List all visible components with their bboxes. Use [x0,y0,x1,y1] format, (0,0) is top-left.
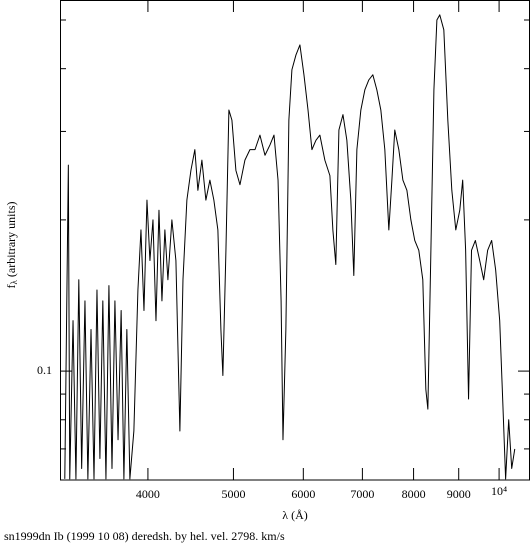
y-label-sub: λ [9,280,19,285]
caption: sn1999dn Ib (1999 10 08) deredsh. by hel… [4,529,285,543]
x-tick-label: 8000 [402,487,426,501]
x-tick-label: 5000 [221,487,245,501]
x-tick-label: 4000 [136,487,160,501]
y-label-main: f [4,285,18,289]
x-tick-label: 7000 [350,487,374,501]
y-label-rest: (arbitrary units) [4,201,18,280]
x-tick-label: 10⁴ [491,484,507,498]
x-tick-label: 6000 [291,487,315,501]
plot-frame [60,0,530,481]
x-tick-label: 9000 [447,487,471,501]
y-axis-label: fλ (arbitrary units) [4,201,19,288]
spectrum-line [64,14,516,480]
y-tick-label: 0.1 [37,363,52,377]
x-axis-label: λ (Å) [282,508,307,522]
